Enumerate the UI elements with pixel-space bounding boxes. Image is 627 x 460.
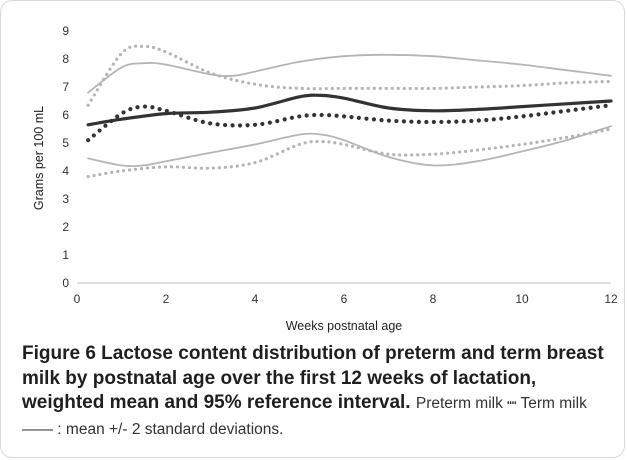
caption-title: Figure 6 Lactose content distribution of…: [22, 343, 604, 413]
y-tick-label: 5: [62, 136, 69, 150]
y-tick-label: 7: [62, 80, 69, 94]
y-tick-label: 0: [62, 276, 69, 290]
x-tick-label: 0: [74, 292, 81, 306]
x-tick-label: 4: [252, 292, 259, 306]
x-tick-label: 2: [163, 292, 170, 306]
x-tick-label: 10: [515, 292, 529, 306]
y-tick-label: 4: [62, 164, 69, 178]
bound-solid-series-line: [87, 53, 612, 94]
y-tick-label: 3: [62, 192, 69, 206]
bound-dotted-series-line: [86, 127, 613, 179]
y-tick-label: 9: [62, 24, 69, 38]
x-tick-label: 8: [430, 292, 437, 306]
mean-solid-series-line: [86, 93, 613, 127]
y-axis-title: Grams per 100 mL: [32, 106, 46, 210]
mean-dotted-series-line: [86, 103, 614, 143]
bound-solid-series-line: [87, 125, 612, 168]
x-axis-title: Weeks postnatal age: [286, 319, 403, 333]
x-tick-label: 12: [604, 292, 618, 306]
caption-legend-text: Preterm milk ┉ Term milk —— : mean +/- 2…: [22, 395, 587, 438]
chart-series: [86, 44, 614, 179]
bound-dotted-series-line: [86, 44, 613, 107]
figure-caption: Figure 6 Lactose content distribution of…: [22, 342, 614, 442]
y-tick-label: 8: [62, 52, 69, 66]
y-tick-label: 2: [62, 220, 69, 234]
y-tick-label: 1: [62, 248, 69, 262]
y-tick-label: 6: [62, 108, 69, 122]
x-tick-label: 6: [341, 292, 348, 306]
